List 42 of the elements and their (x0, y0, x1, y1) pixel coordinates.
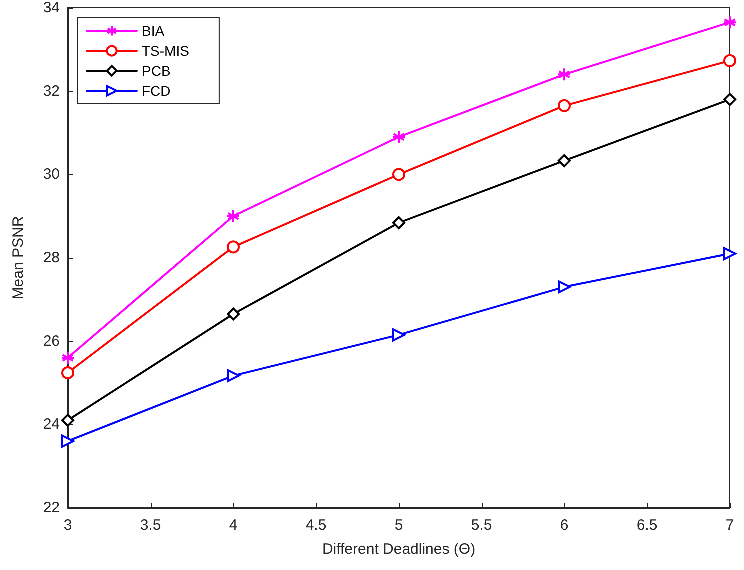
legend-label: FCD (142, 83, 171, 99)
point (61, 351, 75, 365)
point (62, 434, 74, 448)
point (392, 328, 406, 342)
y-tick-label: 34 (43, 0, 60, 16)
point (227, 308, 240, 321)
legend-label: TS-MIS (142, 43, 190, 59)
point (724, 93, 736, 106)
point (558, 280, 571, 294)
point (723, 16, 737, 30)
legend-label: BIA (142, 23, 166, 39)
x-tick-label: 6 (560, 517, 569, 534)
legend-label: PCB (142, 63, 171, 79)
point (392, 130, 406, 144)
point (558, 68, 572, 82)
point (392, 216, 406, 230)
point (226, 209, 240, 224)
point (227, 240, 240, 254)
y-tick-label: 26 (43, 332, 60, 350)
point (724, 54, 736, 68)
point (392, 168, 406, 182)
point (62, 414, 74, 427)
point (558, 154, 571, 168)
y-tick-label: 28 (43, 250, 60, 266)
y-tick-label: 24 (43, 416, 60, 434)
y-tick-label: 32 (43, 82, 60, 100)
x-tick-label: 4 (229, 517, 238, 534)
y-tick-label: 30 (43, 166, 60, 184)
x-axis-title: Different Deadlines (Θ) (322, 541, 476, 558)
x-tick-label: 3.5 (140, 517, 162, 534)
point (62, 366, 74, 380)
point (724, 247, 736, 260)
point (227, 369, 240, 382)
x-tick-label: 4.5 (306, 517, 327, 534)
x-tick-label: 5 (394, 517, 404, 534)
x-tick-label: 3 (64, 517, 72, 534)
y-axis-title: Mean PSNR (10, 216, 27, 300)
x-tick-label: 7 (726, 517, 734, 534)
x-tick-label: 6.5 (636, 517, 658, 534)
y-tick-label: 22 (43, 500, 60, 516)
point (558, 99, 571, 112)
x-tick-label: 5.5 (471, 517, 492, 534)
